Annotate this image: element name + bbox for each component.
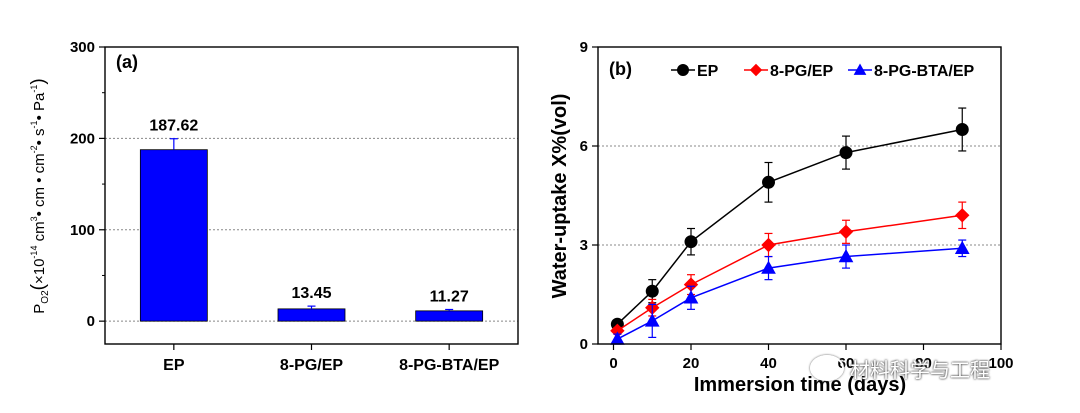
legend-label: 8-PG-BTA/EP bbox=[874, 63, 974, 80]
data-point bbox=[762, 175, 775, 189]
legend-item: 8-PG-BTA/EP bbox=[848, 63, 974, 80]
legend-label: 8-PG/EP bbox=[770, 63, 833, 80]
legend-item: EP bbox=[671, 63, 719, 80]
line-chart-x-tick-label: 80 bbox=[915, 355, 932, 372]
watermark-text: 材料科学与工程 bbox=[850, 357, 990, 382]
line-chart-grid bbox=[598, 145, 1001, 246]
data-point bbox=[839, 146, 853, 160]
data-point bbox=[677, 64, 689, 76]
series-line bbox=[616, 128, 963, 325]
line-chart-y-axis-label: Water-uptake X%(vol) bbox=[549, 94, 571, 299]
line-chart-y-tick-label: 0 bbox=[580, 336, 588, 353]
data-point bbox=[684, 235, 698, 249]
bar-chart-category-label: 8-PG-BTA/EP bbox=[399, 357, 499, 374]
data-point bbox=[645, 284, 659, 298]
data-point bbox=[955, 123, 969, 136]
line-chart-frame bbox=[597, 46, 1002, 345]
line-series bbox=[610, 239, 970, 345]
line-chart-x-tick-label: 20 bbox=[683, 355, 700, 372]
data-point bbox=[683, 290, 699, 304]
bar-chart-y-tick-label: 100 bbox=[70, 222, 95, 239]
line-chart-y-tick-label: 9 bbox=[580, 39, 588, 56]
bar-chart-category-label: EP bbox=[163, 357, 185, 374]
line-series-group bbox=[610, 107, 970, 345]
data-point bbox=[954, 240, 970, 254]
bar-series: 187.62 13.45 11.27 bbox=[139, 118, 484, 322]
bar-chart-y-axis-label: PO2(×10-14 cm3• cm • cm-2• s-1• Pa-1) bbox=[28, 78, 51, 313]
legend-item: 8-PG/EP bbox=[744, 63, 833, 80]
line-chart-x-tick-label: 100 bbox=[988, 355, 1013, 372]
series-line bbox=[617, 247, 963, 340]
bar-chart-y-tick-label: 0 bbox=[87, 313, 95, 330]
bar-chart-y-tick-label: 300 bbox=[70, 39, 95, 56]
bar bbox=[139, 149, 208, 322]
data-point bbox=[761, 237, 776, 253]
data-point bbox=[955, 208, 970, 223]
bar-value-label: 187.62 bbox=[149, 118, 198, 135]
data-point bbox=[838, 249, 854, 263]
line-chart-y-tick-label: 6 bbox=[580, 138, 588, 155]
bar-value-label: 13.45 bbox=[291, 285, 331, 302]
line-chart-y-tick-label: 3 bbox=[580, 237, 588, 254]
data-point bbox=[838, 224, 854, 240]
line-chart-x-axis-label: Immersion time (days) bbox=[694, 374, 906, 396]
wechat-icon bbox=[810, 355, 844, 381]
bar bbox=[415, 310, 484, 322]
line-chart-x-tick-label: 40 bbox=[760, 355, 777, 372]
data-point bbox=[761, 260, 776, 274]
bar-chart-panel-label: (a) bbox=[116, 52, 138, 72]
data-point bbox=[644, 313, 660, 327]
data-point bbox=[610, 331, 625, 345]
line-series bbox=[610, 201, 970, 339]
bar-chart-y-tick-label: 200 bbox=[70, 130, 95, 147]
data-point bbox=[853, 63, 867, 75]
line-chart-x-tick-label: 0 bbox=[609, 355, 617, 372]
line-series bbox=[610, 107, 969, 331]
line-chart-legend: EP 8-PG/EP 8-PG-BTA/EP bbox=[671, 63, 974, 80]
line-chart-panel-label: (b) bbox=[609, 59, 632, 79]
bar-chart-ticks: 0 100 200 300 EP 8-PG/EP 8-PG-BTA/EP bbox=[70, 39, 500, 374]
bar-chart-category-label: 8-PG/EP bbox=[280, 357, 343, 374]
data-point bbox=[749, 63, 763, 77]
bar-chart-panel: 187.62 13.45 11.27 0 100 200 300 EP 8-PG/EP 8-PG… bbox=[28, 39, 519, 374]
bar bbox=[277, 308, 346, 322]
watermark: 材料科学与工程 bbox=[810, 350, 990, 386]
legend-label: EP bbox=[697, 63, 719, 80]
bar-value-label: 11.27 bbox=[430, 288, 469, 305]
series-line bbox=[616, 214, 963, 332]
